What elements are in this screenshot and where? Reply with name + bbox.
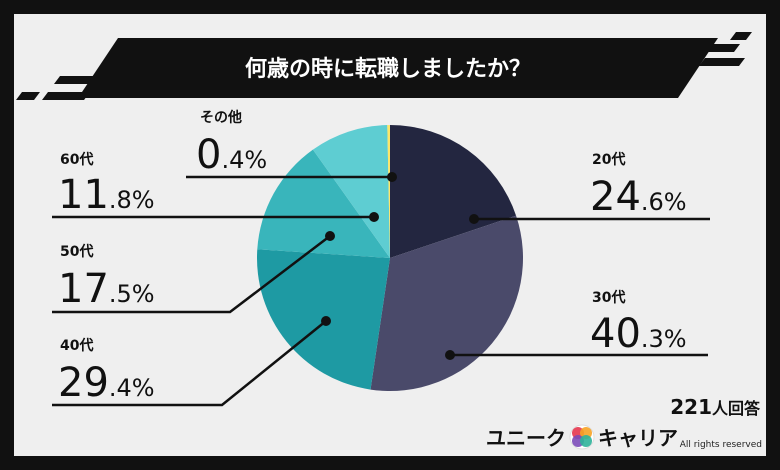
value-dec-40s: .4% xyxy=(109,374,155,402)
category-label-other: その他 xyxy=(200,109,242,126)
leader-line-50s xyxy=(52,235,331,314)
value-label-20s: 24.6% xyxy=(590,174,687,220)
label-60s: 60代 11.8% xyxy=(58,151,155,218)
logo-text-right: キャリア xyxy=(598,426,678,450)
value-int-40s: 29 xyxy=(58,360,109,406)
value-label-50s: 17.5% xyxy=(58,266,155,312)
category-label-60s: 60代 xyxy=(60,151,93,168)
value-label-60s: 11.8% xyxy=(58,172,155,218)
leader-dot-20s xyxy=(469,214,479,224)
category-label-20s: 20代 xyxy=(592,151,625,168)
label-40s: 40代 29.4% xyxy=(58,337,155,406)
value-dec-30s: .3% xyxy=(641,325,687,353)
value-int-30s: 40 xyxy=(590,311,641,357)
respondent-number: 221 xyxy=(670,395,712,419)
value-dec-20s: .6% xyxy=(641,188,687,216)
leader-dot-other xyxy=(387,172,397,182)
value-label-other: 0.4% xyxy=(196,132,267,178)
leader-dot-60s xyxy=(369,212,379,222)
value-label-40s: 29.4% xyxy=(58,360,155,406)
value-label-30s: 40.3% xyxy=(590,311,687,357)
pie-slice-30s xyxy=(370,215,523,391)
title-banner xyxy=(78,38,718,98)
label-50s: 50代 17.5% xyxy=(58,243,155,312)
brand-logo: ユニーク キャリア xyxy=(486,424,678,450)
value-int-50s: 17 xyxy=(58,266,109,312)
value-int-60s: 11 xyxy=(58,172,109,218)
category-label-40s: 40代 xyxy=(60,337,93,354)
pie-slice-20s xyxy=(390,125,517,258)
value-int-other: 0 xyxy=(196,132,221,178)
respondent-unit: 人回答 xyxy=(712,399,761,418)
category-label-50s: 50代 xyxy=(60,243,93,260)
pie-slice-60s xyxy=(312,125,390,259)
label-30s: 30代 40.3% xyxy=(590,289,687,357)
value-dec-60s: .8% xyxy=(109,186,155,214)
value-int-20s: 24 xyxy=(590,174,641,220)
pie-slice-other xyxy=(387,125,390,258)
logo-text-left: ユニーク xyxy=(486,426,566,450)
respondent-count: 221人回答 xyxy=(670,395,761,419)
label-20s: 20代 24.6% xyxy=(590,151,687,220)
leader-line-40s xyxy=(52,320,327,407)
value-dec-other: .4% xyxy=(221,146,267,174)
leader-dot-30s xyxy=(445,350,455,360)
leader-dot-50s xyxy=(325,231,335,241)
leader-dot-40s xyxy=(321,316,331,326)
value-dec-50s: .5% xyxy=(109,280,155,308)
label-other: その他 0.4% xyxy=(196,109,267,178)
rights-text: All rights reserved xyxy=(680,440,762,450)
chart-title: 何歳の時に転職しましたか？ xyxy=(245,56,531,82)
category-label-30s: 30代 xyxy=(592,289,625,306)
pie-slices xyxy=(257,125,523,391)
logo-mark-icon xyxy=(569,424,595,450)
leader-lines xyxy=(52,172,710,407)
